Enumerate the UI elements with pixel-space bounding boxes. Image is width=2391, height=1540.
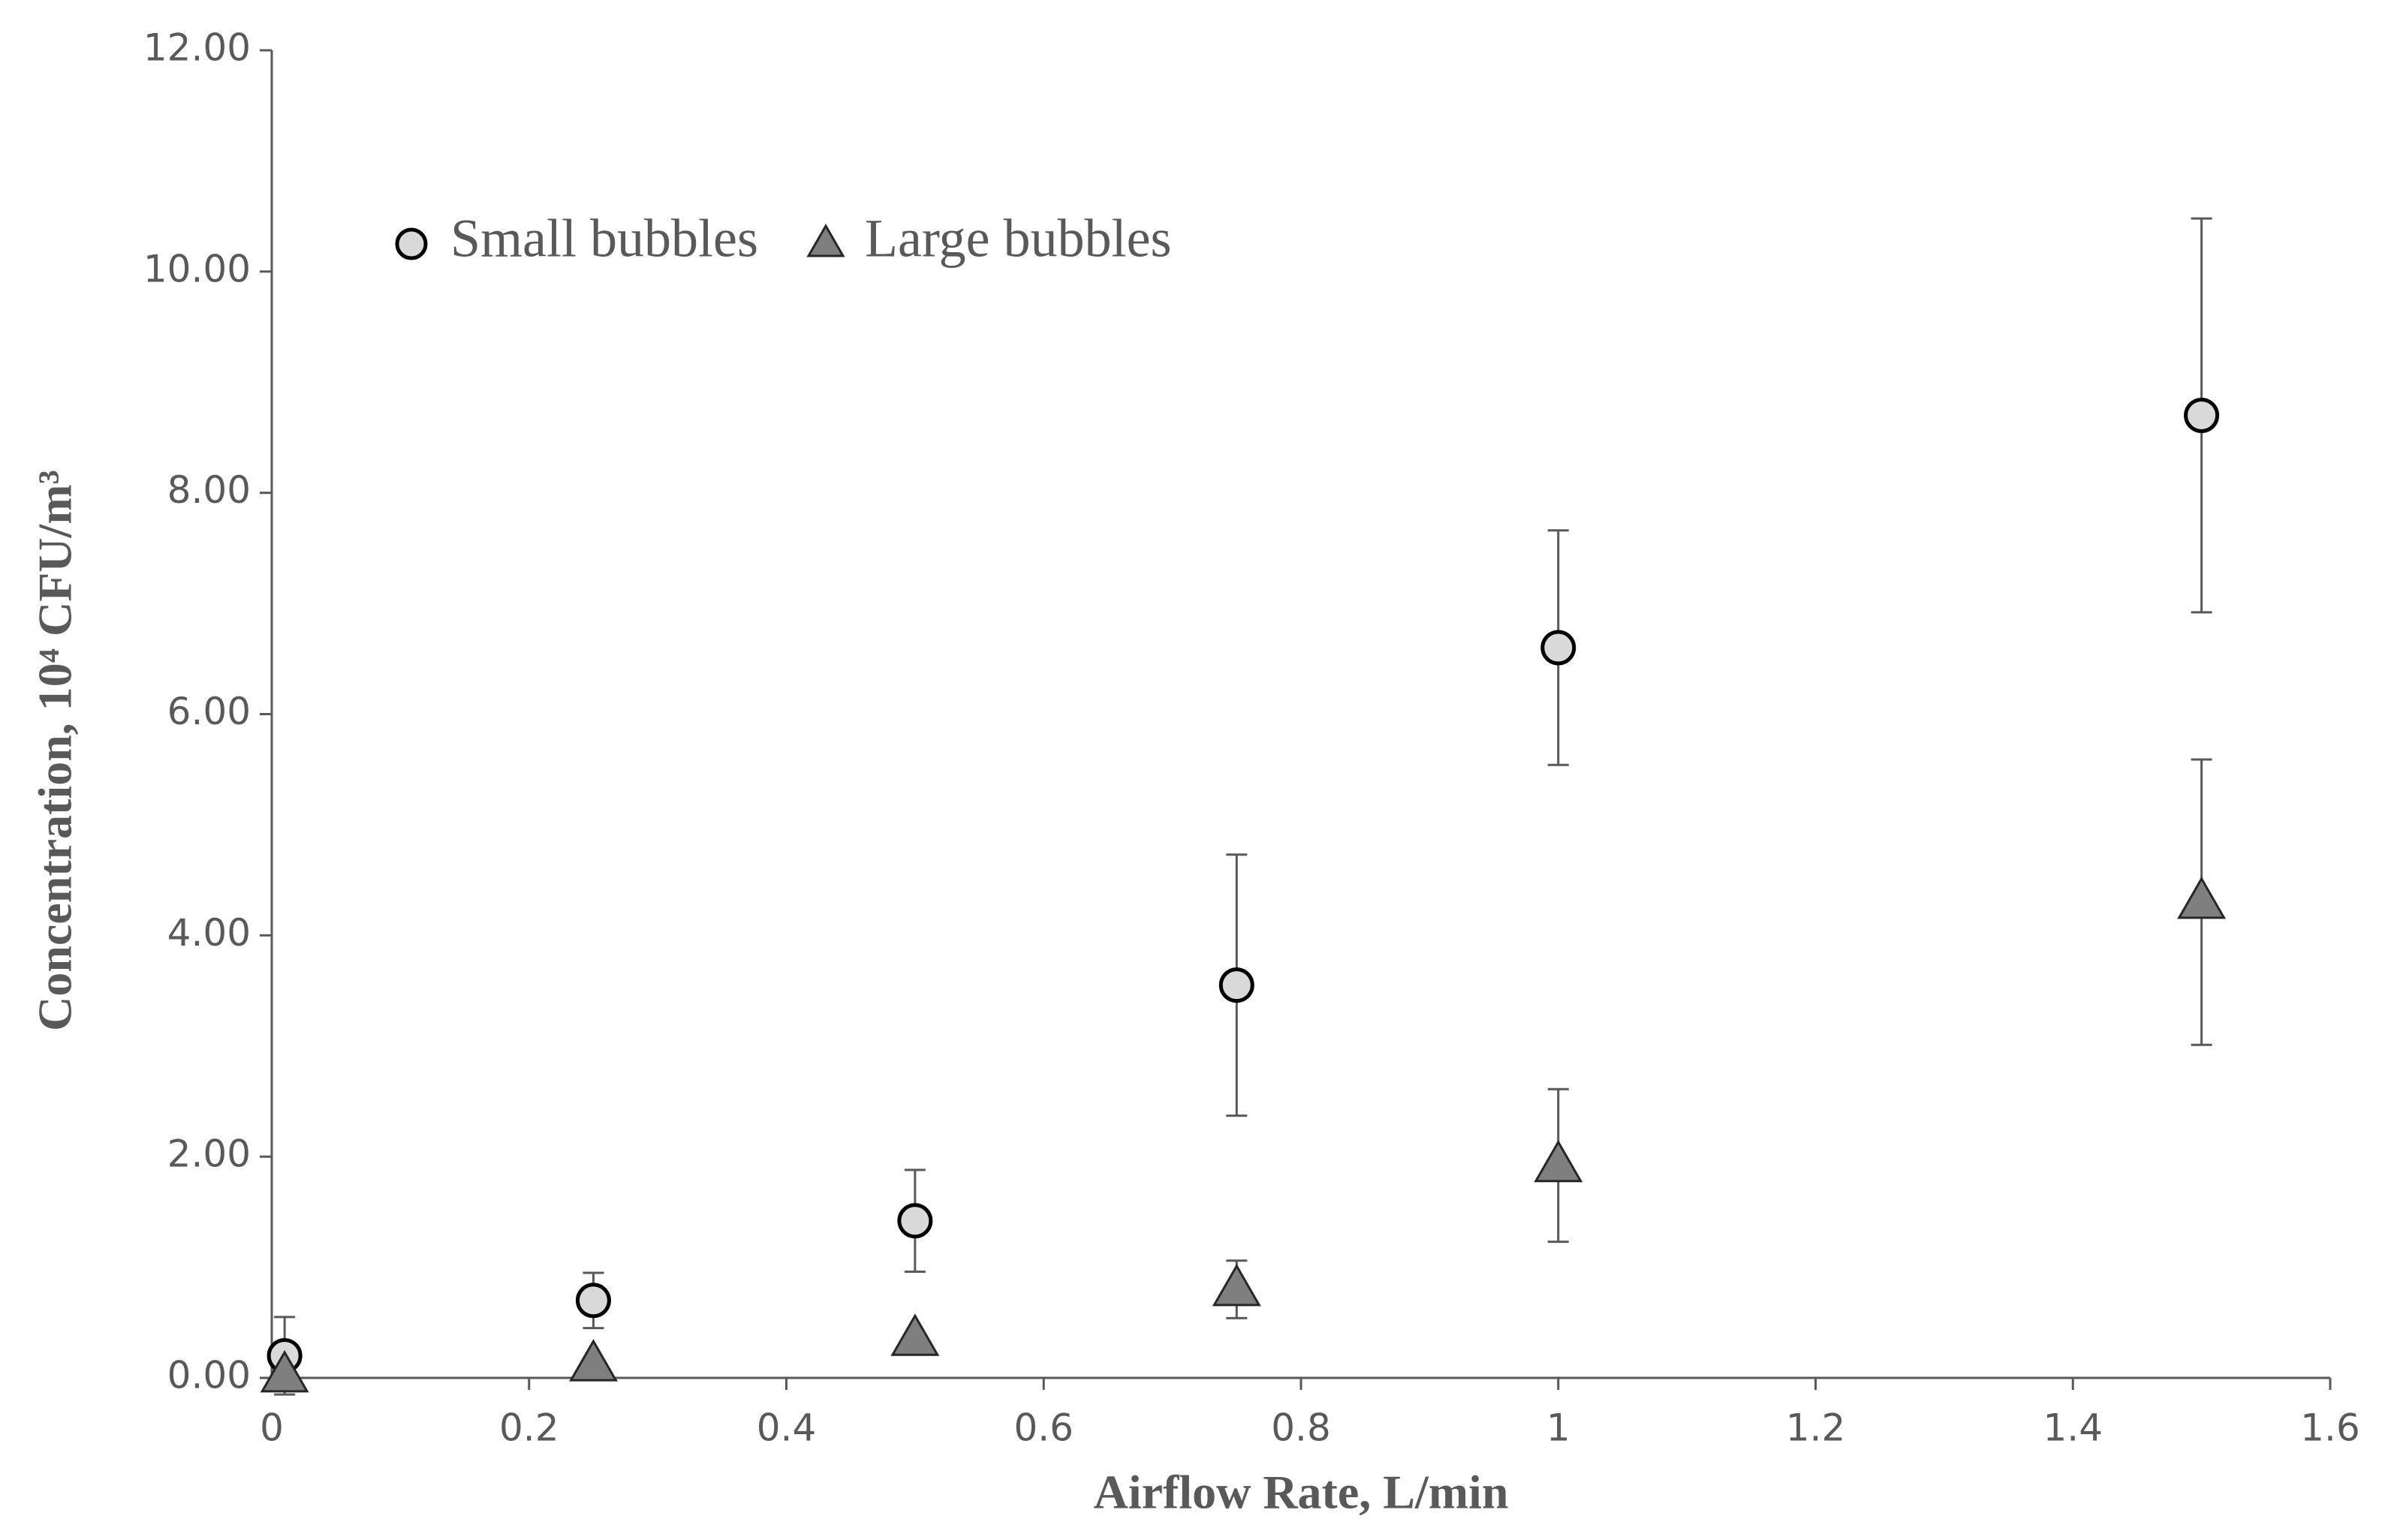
y-tick-label: 12.00 <box>143 26 251 70</box>
x-axis-title: Airflow Rate, L/min <box>1094 1466 1509 1519</box>
x-tick-label: 0 <box>260 1406 284 1450</box>
legend-label: Large bubbles <box>865 209 1172 269</box>
triangle-marker <box>1534 1139 1583 1183</box>
circle-marker <box>1540 630 1576 666</box>
y-axis-title: Concentration, 10⁴ CFU/m³ <box>29 470 82 1031</box>
x-tick-label: 0.4 <box>757 1406 817 1450</box>
triangle-marker <box>806 223 845 257</box>
x-tick-label: 1.4 <box>2043 1406 2103 1450</box>
y-tick-label: 8.00 <box>167 468 251 512</box>
y-tick-label: 0.00 <box>167 1354 251 1397</box>
triangle-marker <box>2177 876 2227 919</box>
triangle-marker <box>1212 1263 1261 1307</box>
triangle-marker <box>260 1349 309 1393</box>
triangle-marker <box>568 1339 618 1382</box>
circle-marker <box>897 1203 933 1239</box>
y-tick-label: 6.00 <box>167 690 251 733</box>
circle-marker <box>575 1283 611 1319</box>
x-tick-label: 0.6 <box>1013 1406 1074 1450</box>
triangle-marker <box>890 1313 940 1356</box>
legend-label: Small bubbles <box>450 209 758 269</box>
x-tick-label: 0.8 <box>1271 1406 1331 1450</box>
y-tick-label: 2.00 <box>167 1132 251 1176</box>
x-tick-label: 0.2 <box>499 1406 559 1450</box>
circle-marker <box>395 227 428 260</box>
x-tick-label: 1.6 <box>2300 1406 2360 1450</box>
circle-marker <box>2184 397 2220 433</box>
x-tick-label: 1.2 <box>1786 1406 1846 1450</box>
circle-marker <box>1218 967 1254 1003</box>
y-tick-label: 4.00 <box>167 911 251 955</box>
y-tick-label: 10.00 <box>143 247 251 290</box>
x-tick-label: 1 <box>1546 1406 1570 1450</box>
